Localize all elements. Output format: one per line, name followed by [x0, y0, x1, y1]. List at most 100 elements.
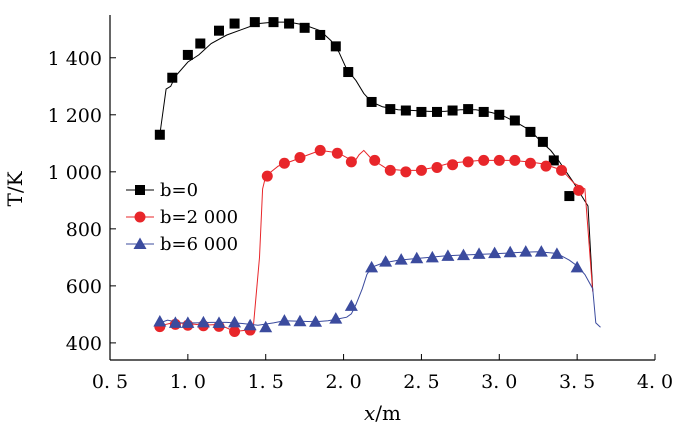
data-point: [537, 136, 548, 147]
data-point: [261, 170, 273, 182]
data-point: [463, 104, 474, 115]
data-point: [447, 159, 459, 171]
data-point: [415, 164, 427, 176]
data-point: [299, 22, 310, 33]
data-point: [425, 250, 439, 263]
data-point: [509, 154, 521, 166]
data-point: [441, 249, 455, 261]
data-point: [229, 325, 241, 337]
data-point: [540, 160, 552, 172]
data-point: [488, 246, 502, 259]
data-point: [570, 260, 584, 273]
data-point: [195, 38, 206, 49]
data-point: [366, 96, 377, 107]
data-point: [394, 253, 408, 265]
data-point: [243, 318, 257, 331]
data-point: [493, 154, 505, 166]
x-tick-label: 4. 0: [637, 371, 673, 393]
legend-label: b=6 000: [160, 234, 238, 255]
series-3: [153, 245, 601, 333]
y-tick-label: 1 200: [48, 105, 102, 127]
y-tick-label: 600: [66, 276, 102, 298]
data-point: [343, 67, 354, 78]
x-tick-label: 2. 5: [403, 371, 439, 393]
data-point: [196, 315, 210, 328]
y-axis-title: T/K: [3, 170, 27, 206]
data-point: [509, 115, 520, 126]
data-point: [472, 247, 486, 259]
x-tick-label: 2. 0: [325, 371, 361, 393]
data-point: [519, 245, 533, 257]
data-point: [153, 315, 167, 327]
data-point: [344, 299, 358, 311]
data-point: [268, 17, 279, 28]
data-point: [293, 314, 307, 327]
x-tick-label: 0. 5: [92, 371, 128, 393]
data-point: [400, 105, 411, 116]
data-point: [259, 320, 273, 333]
data-point: [431, 162, 443, 174]
data-point: [365, 260, 379, 273]
legend-label: b=2 000: [160, 207, 238, 228]
data-point: [556, 164, 568, 176]
x-axis-title: x/m: [364, 401, 401, 425]
data-point: [369, 154, 381, 166]
x-axis-title-unit: /m: [375, 401, 401, 425]
axes: 0. 5 1. 0 1. 5 2. 0 2. 5 3. 0 3. 5 4. 0 400 600 80…: [48, 15, 673, 393]
data-point: [330, 41, 341, 52]
legend-marker: [134, 211, 146, 223]
data-point: [181, 316, 195, 328]
data-point: [573, 184, 585, 196]
legend-item: b=0: [126, 180, 198, 201]
data-point: [534, 245, 548, 257]
data-point: [294, 152, 306, 164]
data-point: [278, 157, 290, 169]
data-point: [410, 251, 424, 264]
legend-label: b=0: [160, 180, 198, 201]
data-point: [154, 129, 165, 140]
data-point: [524, 157, 536, 169]
y-tick-label: 1 400: [48, 48, 102, 70]
data-point: [432, 106, 442, 117]
data-point: [456, 248, 470, 261]
data-point: [314, 144, 326, 156]
legend-marker: [135, 185, 145, 195]
data-point: [462, 156, 474, 168]
data-point: [478, 106, 489, 117]
data-point: [447, 105, 458, 116]
data-point: [550, 247, 564, 259]
data-point: [331, 147, 343, 159]
data-point: [315, 29, 326, 40]
data-point: [416, 106, 427, 117]
data-point: [478, 154, 490, 166]
data-point: [385, 104, 396, 115]
data-point: [379, 255, 393, 267]
x-tick-label: 1. 5: [248, 371, 284, 393]
data-point: [228, 315, 242, 328]
x-tick-label: 3. 0: [481, 371, 517, 393]
data-point: [400, 166, 412, 178]
legend: b=0 b=2 000 b=6 000: [126, 180, 238, 255]
series-1: [154, 17, 594, 291]
x-tick-label: 3. 5: [559, 371, 595, 393]
legend-item: b=2 000: [126, 207, 238, 228]
y-tick-label: 400: [66, 333, 102, 355]
data-point: [182, 49, 193, 60]
data-point: [284, 18, 295, 29]
data-point: [277, 314, 291, 326]
data-point: [503, 245, 517, 258]
data-point: [564, 191, 575, 202]
data-point: [167, 72, 178, 83]
data-point: [168, 316, 182, 328]
data-point: [309, 315, 323, 327]
series-line: [159, 251, 601, 328]
data-point: [494, 109, 505, 120]
data-point: [384, 164, 396, 176]
data-point: [229, 18, 240, 29]
data-point: [525, 126, 536, 137]
legend-item: b=6 000: [126, 234, 238, 255]
legend-marker: [133, 237, 147, 249]
x-tick-label: 1. 0: [170, 371, 206, 393]
data-point: [249, 17, 260, 28]
